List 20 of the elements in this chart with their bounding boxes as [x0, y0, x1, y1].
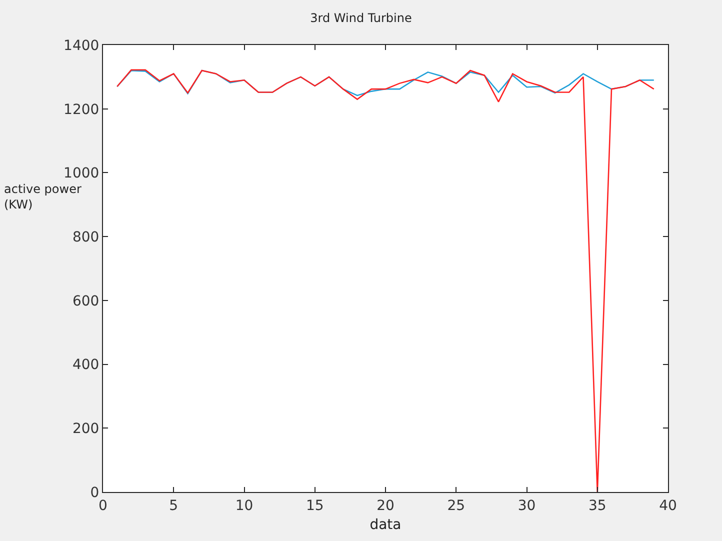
y-tick-label: 0	[90, 484, 100, 501]
x-axis-title: data	[370, 517, 402, 534]
x-tick-label: 5	[169, 498, 178, 514]
x-tick-label: 30	[518, 498, 536, 514]
line-series	[116, 69, 655, 492]
y-tick-label: 1200	[64, 102, 100, 118]
x-tick-label: 35	[588, 498, 606, 514]
x-tick-label: 25	[447, 498, 466, 514]
x-tick-label: 20	[376, 498, 394, 514]
chart-title: 3rd Wind Turbine	[310, 10, 412, 25]
y-tick-label: 200	[72, 421, 100, 438]
y-tick-label: 600	[72, 293, 100, 310]
y-axis-title: active power (KW)	[4, 182, 82, 212]
x-tick-label: 15	[306, 498, 324, 514]
y-tick-label: 1000	[64, 166, 100, 182]
y-tick-label: 400	[72, 357, 100, 374]
x-tick-label: 10	[235, 498, 254, 514]
y-tick-label: 1400	[64, 38, 100, 54]
x-tick-label: 40	[659, 498, 677, 514]
y-tick-label: 800	[72, 229, 100, 246]
